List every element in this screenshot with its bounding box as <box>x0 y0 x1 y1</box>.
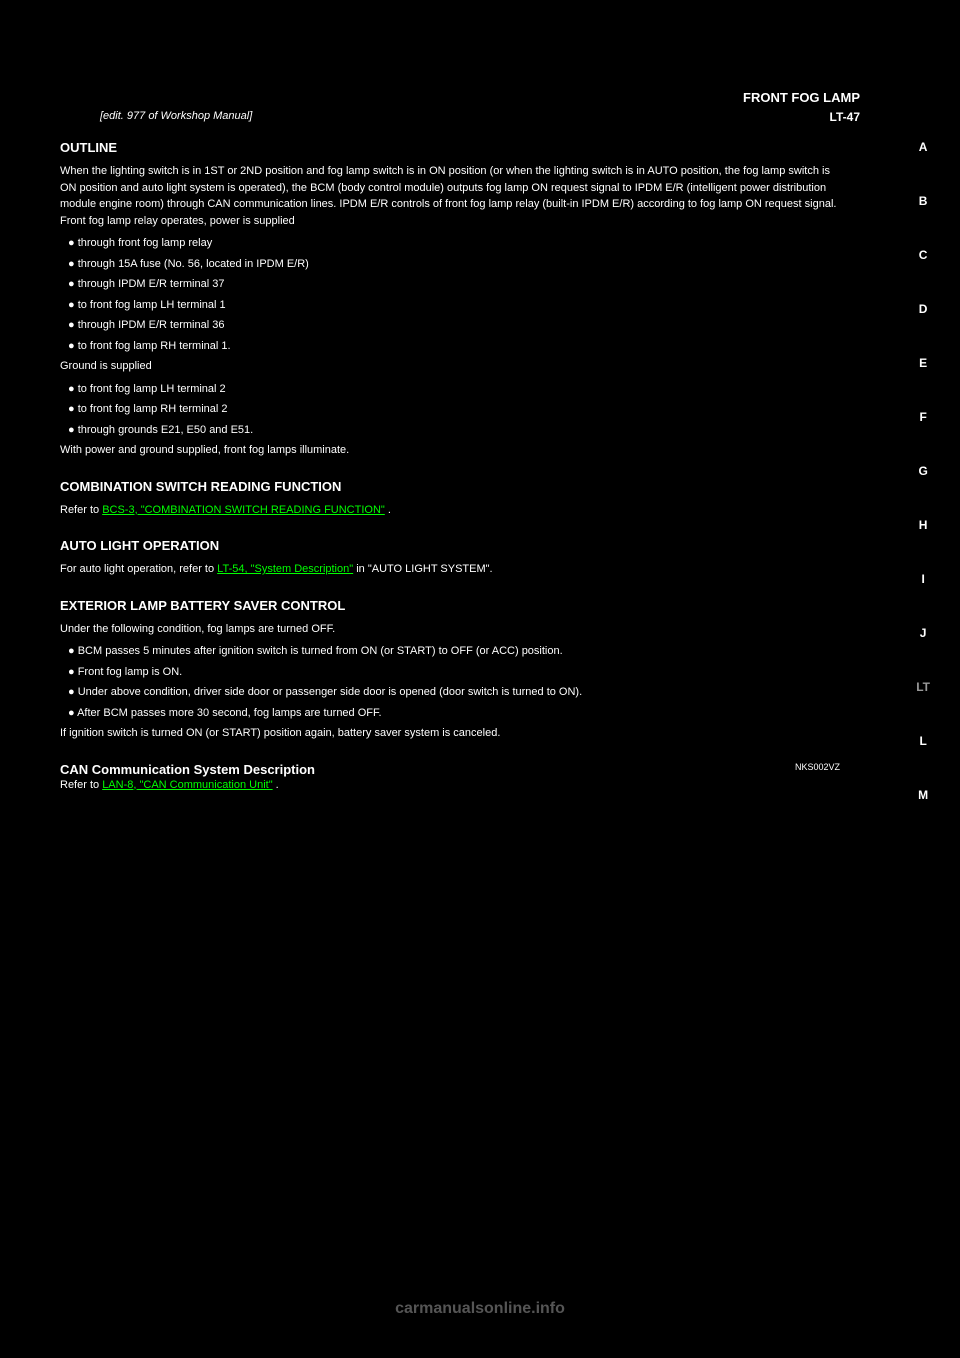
nav-item-i[interactable]: I <box>916 572 930 586</box>
outline-bullet: ● to front fog lamp LH terminal 1 <box>60 297 840 314</box>
nav-item-l[interactable]: L <box>916 734 930 748</box>
exterior-bullet: ● Under above condition, driver side doo… <box>60 684 840 701</box>
link-suffix: . <box>385 504 391 516</box>
main-content: OUTLINE When the lighting switch is in 1… <box>60 140 900 793</box>
caution-text: [edit. 977 of Workshop Manual] <box>100 110 252 122</box>
refer-label: Refer to <box>60 504 102 516</box>
side-navigation: A B C D E F G H I J LT L M <box>916 140 930 802</box>
nav-item-a[interactable]: A <box>916 140 930 154</box>
ground-conclusion: With power and ground supplied, front fo… <box>60 442 840 459</box>
nav-item-d[interactable]: D <box>916 302 930 316</box>
nav-item-f[interactable]: F <box>916 410 930 424</box>
bullet-text: Front fog lamp is ON. <box>78 666 183 678</box>
outline-body: When the lighting switch is in 1ST or 2N… <box>60 163 840 229</box>
exterior-bullet: ● BCM passes 5 minutes after ignition sw… <box>60 643 840 660</box>
bullet-text: to front fog lamp LH terminal 2 <box>78 383 226 395</box>
switch-heading: COMBINATION SWITCH READING FUNCTION <box>60 479 840 494</box>
outline-bullet: ● through IPDM E/R terminal 37 <box>60 276 840 293</box>
ground-bullet: ● through grounds E21, E50 and E51. <box>60 422 840 439</box>
bullet-text: Under above condition, driver side door … <box>78 686 582 698</box>
exterior-bullet: ● After BCM passes more 30 second, fog l… <box>60 705 840 722</box>
nav-item-lt[interactable]: LT <box>916 680 930 694</box>
outline-bullet: ● through front fog lamp relay <box>60 235 840 252</box>
refer-label: Refer to <box>60 779 102 791</box>
switch-link[interactable]: BCS-3, "COMBINATION SWITCH READING FUNCT… <box>102 504 385 516</box>
exterior-bullet: ● Front fog lamp is ON. <box>60 664 840 681</box>
nav-item-j[interactable]: J <box>916 626 930 640</box>
ground-bullet: ● to front fog lamp LH terminal 2 <box>60 381 840 398</box>
auto-text: For auto light operation, refer to LT-54… <box>60 561 840 578</box>
can-code: NKS002VZ <box>795 762 840 777</box>
bullet-text: to front fog lamp LH terminal 1 <box>78 299 226 311</box>
bullet-text: through grounds E21, E50 and E51. <box>78 424 254 436</box>
bullet-text: After BCM passes more 30 second, fog lam… <box>77 707 381 719</box>
can-link[interactable]: LAN-8, "CAN Communication Unit" <box>102 779 272 791</box>
bullet-text: through 15A fuse (No. 56, located in IPD… <box>78 258 309 270</box>
bullet-text: to front fog lamp RH terminal 2 <box>78 403 228 415</box>
outline-bullet: ● through IPDM E/R terminal 36 <box>60 317 840 334</box>
exterior-heading: EXTERIOR LAMP BATTERY SAVER CONTROL <box>60 598 840 613</box>
brand-text: carmanualsonline.info <box>395 1300 565 1317</box>
nav-item-e[interactable]: E <box>916 356 930 370</box>
bullet-text: through IPDM E/R terminal 37 <box>78 278 225 290</box>
nav-item-b[interactable]: B <box>916 194 930 208</box>
outline-heading: OUTLINE <box>60 140 840 155</box>
auto-link[interactable]: LT-54, "System Description" <box>217 563 353 575</box>
ground-bullet: ● to front fog lamp RH terminal 2 <box>60 401 840 418</box>
nav-item-c[interactable]: C <box>916 248 930 262</box>
header-section-title: FRONT FOG LAMP <box>743 90 860 105</box>
nav-item-g[interactable]: G <box>916 464 930 478</box>
bullet-text: through front fog lamp relay <box>78 237 213 249</box>
auto-heading: AUTO LIGHT OPERATION <box>60 538 840 553</box>
outline-bullet: ● through 15A fuse (No. 56, located in I… <box>60 256 840 273</box>
can-text: Refer to LAN-8, "CAN Communication Unit"… <box>60 777 840 794</box>
refer-label: For auto light operation, refer to <box>60 563 217 575</box>
outline-bullet: ● to front fog lamp RH terminal 1. <box>60 338 840 355</box>
link-suffix: in "AUTO LIGHT SYSTEM". <box>353 563 492 575</box>
exterior-note: If ignition switch is turned ON (or STAR… <box>60 725 840 742</box>
footer-brand: carmanualsonline.info <box>0 1300 960 1318</box>
bullet-text: BCM passes 5 minutes after ignition swit… <box>78 645 563 657</box>
bullet-text: through IPDM E/R terminal 36 <box>78 319 225 331</box>
link-suffix: . <box>273 779 279 791</box>
switch-text: Refer to BCS-3, "COMBINATION SWITCH READ… <box>60 502 840 519</box>
exterior-body: Under the following condition, fog lamps… <box>60 621 840 638</box>
bullet-text: to front fog lamp RH terminal 1. <box>78 340 231 352</box>
nav-item-m[interactable]: M <box>916 788 930 802</box>
page-number: LT-47 <box>830 110 860 124</box>
nav-item-h[interactable]: H <box>916 518 930 532</box>
ground-intro: Ground is supplied <box>60 358 840 375</box>
can-heading: CAN Communication System Description <box>60 762 315 777</box>
